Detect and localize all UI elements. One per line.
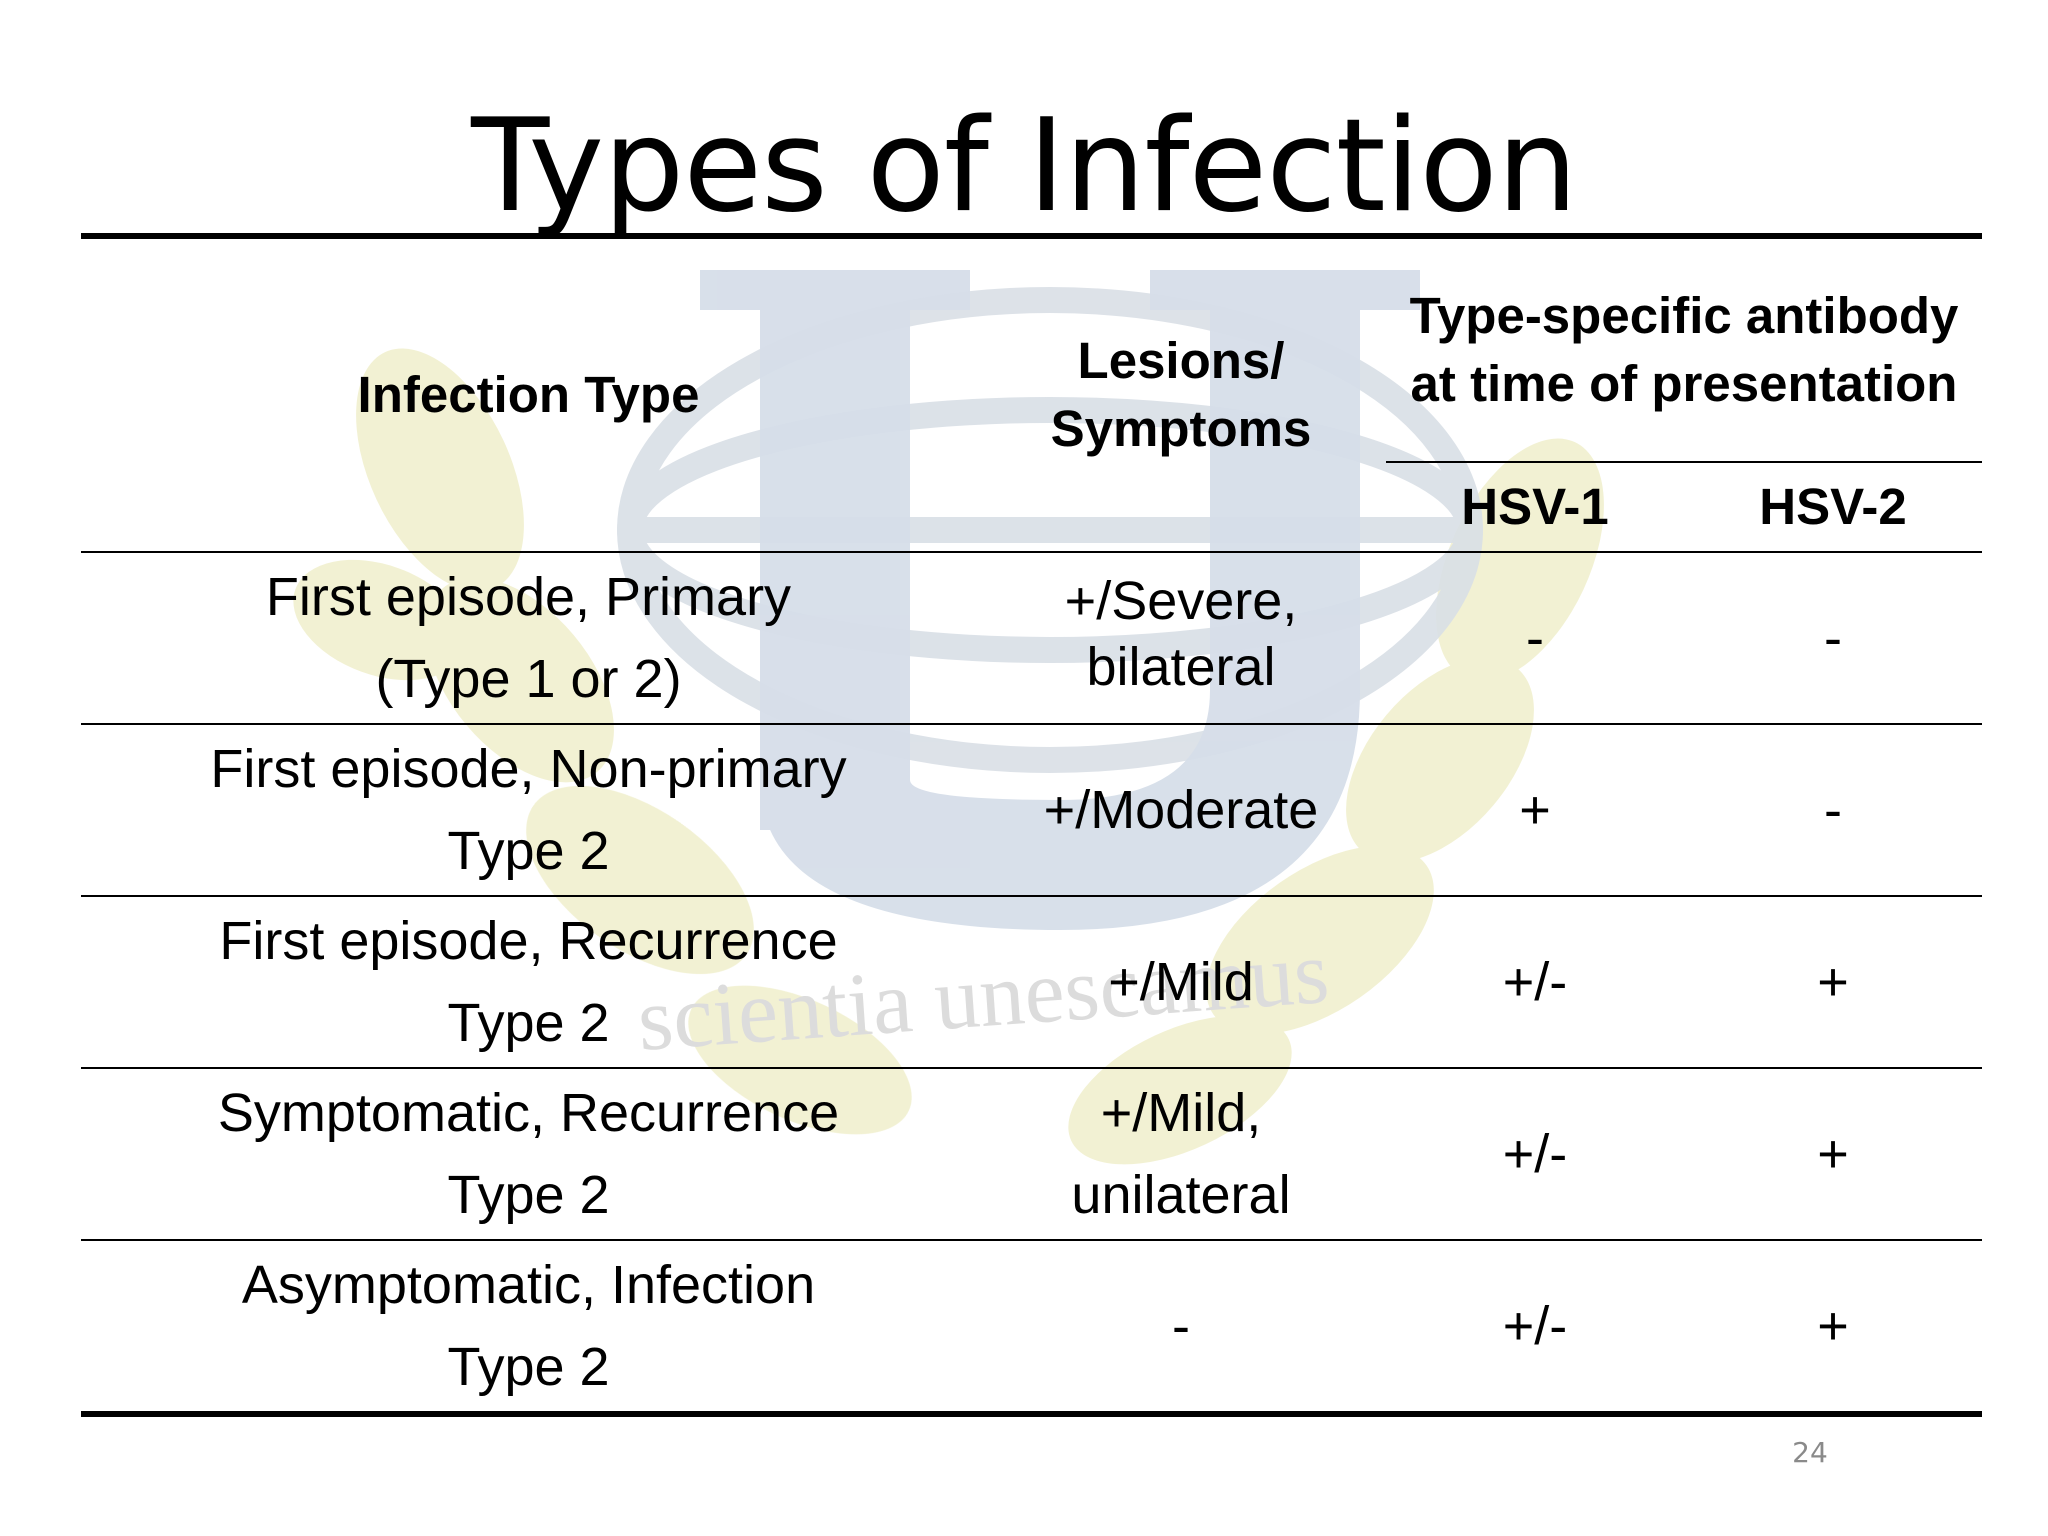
- infection-line2: Type 2: [447, 1337, 610, 1397]
- lesions-text: +/Severe, bilateral: [1064, 571, 1298, 697]
- header-antibody: Type-specific antibody at time of presen…: [1386, 233, 1982, 463]
- infection-types-table-container: Infection Type Lesions/ Symptoms Type-sp…: [81, 233, 1982, 1417]
- header-lesions-symptoms: Lesions/ Symptoms: [976, 233, 1386, 553]
- cell-infection-type: First episode, Non-primary Type 2: [81, 724, 976, 897]
- infection-types-table: Infection Type Lesions/ Symptoms Type-sp…: [81, 233, 1982, 1417]
- cell-lesions: +/Moderate: [976, 724, 1386, 897]
- cell-hsv2: -: [1684, 552, 1982, 725]
- cell-lesions: +/Severe, bilateral: [976, 552, 1386, 725]
- cell-lesions: -: [976, 1240, 1386, 1417]
- subheader-row: HSV-1 HSV-2: [81, 462, 1982, 553]
- header-lesions-text: Lesions/ Symptoms: [1050, 332, 1312, 457]
- table-row: Asymptomatic, Infection Type 2 - +/- +: [81, 1240, 1982, 1417]
- cell-hsv1: -: [1386, 552, 1684, 725]
- header-row: Infection Type Lesions/ Symptoms Type-sp…: [81, 233, 1982, 553]
- cell-hsv1: +/-: [1386, 1068, 1684, 1241]
- header-hsv2: HSV-2: [1684, 462, 1982, 553]
- cell-hsv2: -: [1684, 724, 1982, 897]
- infection-line1: Asymptomatic, Infection: [241, 1255, 816, 1315]
- header-antibody-text: Type-specific antibody at time of presen…: [1409, 287, 1959, 412]
- infection-line2: Type 2: [447, 993, 610, 1053]
- cell-hsv2: +: [1684, 1068, 1982, 1241]
- infection-line2: Type 2: [447, 821, 610, 881]
- table-row: Symptomatic, Recurrence Type 2 +/Mild, un…: [81, 1068, 1982, 1241]
- infection-line2: (Type 1 or 2): [375, 649, 682, 709]
- header-infection-type: Infection Type: [81, 233, 976, 553]
- infection-line2: Type 2: [447, 1165, 610, 1225]
- cell-infection-type: First episode, Recurrence Type 2: [81, 896, 976, 1069]
- page-title: Types of Infection: [471, 92, 1578, 241]
- page-number: 24: [1792, 1436, 1828, 1469]
- table-row: First episode, Non-primary Type 2 +/Moder…: [81, 724, 1982, 897]
- infection-line1: First episode, Non-primary: [210, 739, 847, 799]
- infection-line1: First episode, Primary: [265, 567, 792, 627]
- table-row: First episode, Primary (Type 1 or 2) +/Se…: [81, 552, 1982, 725]
- cell-hsv1: +: [1386, 724, 1684, 897]
- cell-infection-type: First episode, Primary (Type 1 or 2): [81, 552, 976, 725]
- cell-hsv1: +/-: [1386, 1240, 1684, 1417]
- cell-lesions: +/Mild: [976, 896, 1386, 1069]
- cell-hsv2: +: [1684, 1240, 1982, 1417]
- cell-infection-type: Symptomatic, Recurrence Type 2: [81, 1068, 976, 1241]
- header-hsv1: HSV-1: [1386, 462, 1684, 553]
- cell-lesions: +/Mild, unilateral: [976, 1068, 1386, 1241]
- infection-line1: First episode, Recurrence: [219, 911, 838, 971]
- infection-line1: Symptomatic, Recurrence: [217, 1083, 840, 1143]
- cell-hsv2: +: [1684, 896, 1982, 1069]
- lesions-text: +/Mild, unilateral: [1071, 1083, 1291, 1225]
- table-row: First episode, Recurrence Type 2 +/Mild +…: [81, 896, 1982, 1069]
- cell-infection-type: Asymptomatic, Infection Type 2: [81, 1240, 976, 1417]
- cell-hsv1: +/-: [1386, 896, 1684, 1069]
